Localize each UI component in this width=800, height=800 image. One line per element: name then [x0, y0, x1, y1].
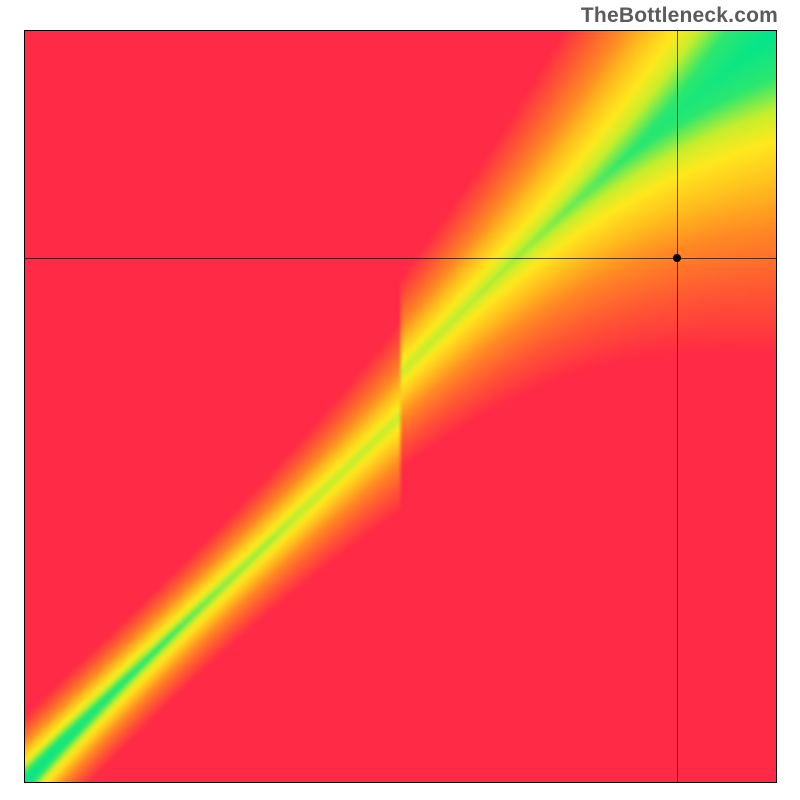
- watermark-text: TheBottleneck.com: [581, 4, 778, 28]
- heatmap-plot: [24, 30, 777, 783]
- heatmap-canvas: [24, 30, 777, 783]
